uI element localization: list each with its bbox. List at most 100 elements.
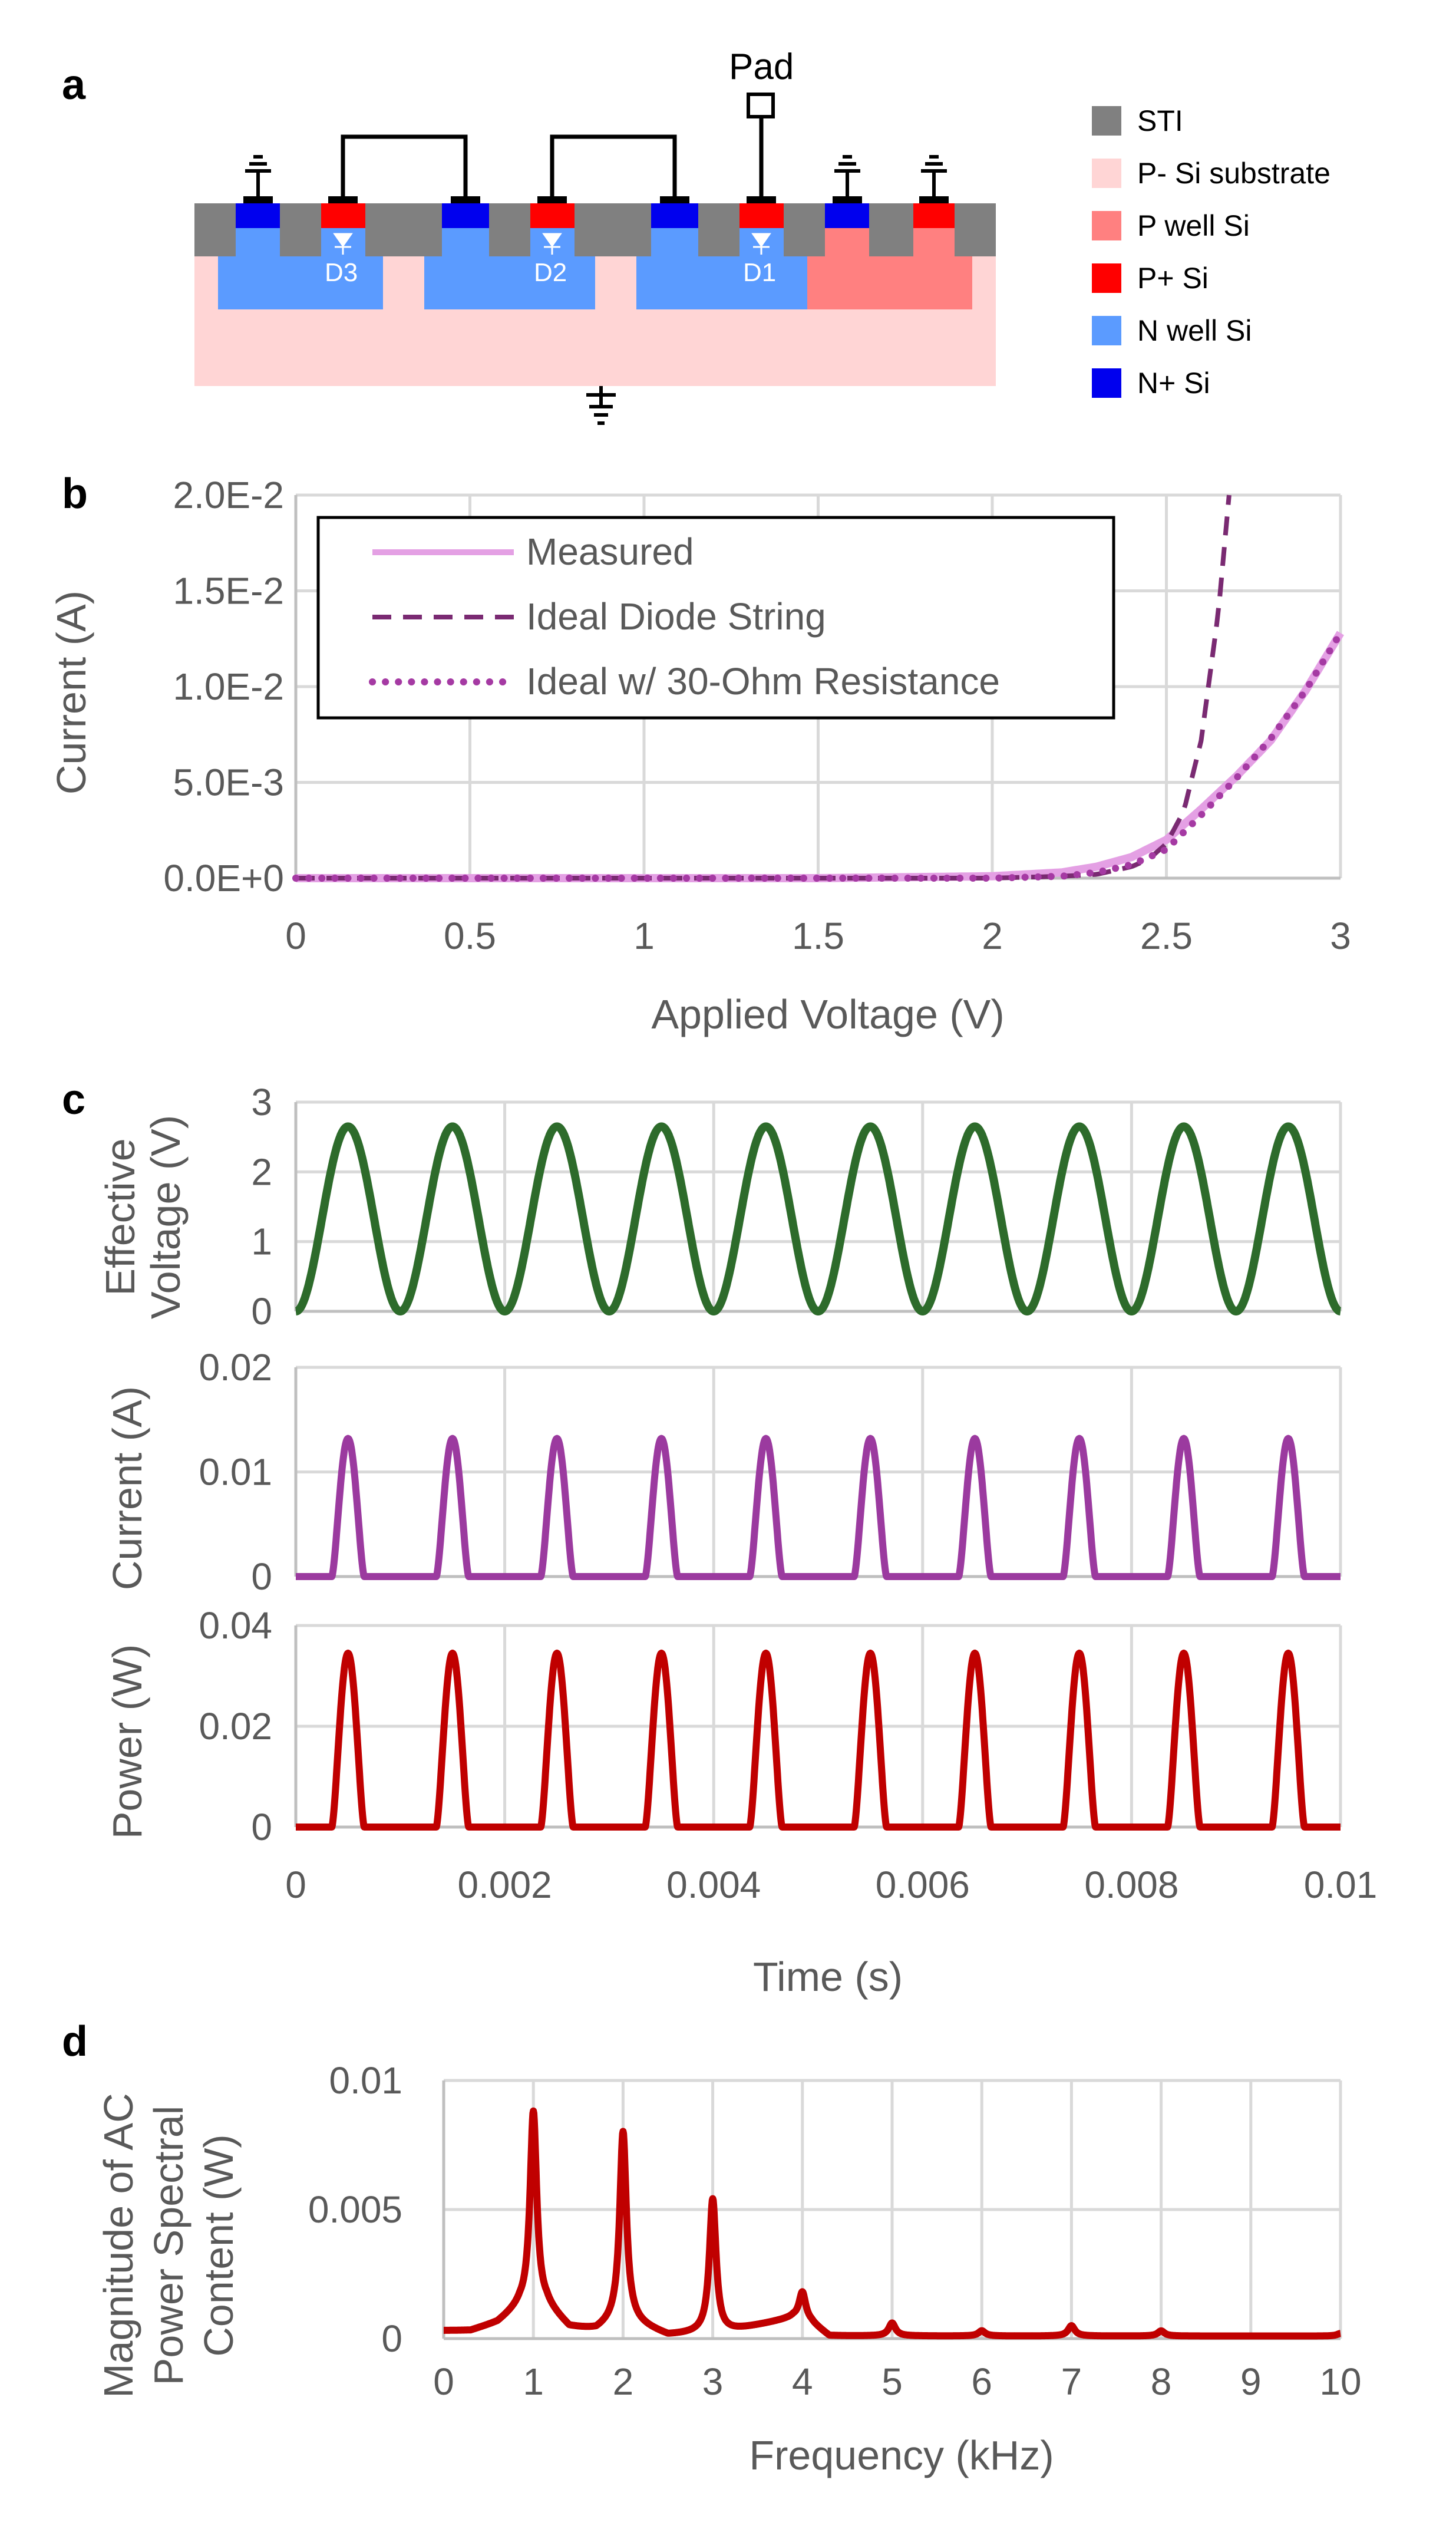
spectrum-chart: 0 1 2 3 4 5 6 7 8 9 10 0 0.005 0.01 Frequency (kHz) M…: [95, 2059, 1362, 2478]
diode-label-d3: D3: [325, 258, 358, 287]
c-series-power: [292, 1650, 1344, 1831]
legend-label-n-well: N well Si: [1137, 314, 1252, 347]
b-y-tick-label: 5.0E-3: [173, 761, 284, 804]
legend-label-measured: Measured: [526, 530, 694, 573]
b-x-tick-label: 1: [633, 915, 655, 957]
d-y-axis-label-line3: Content (W): [196, 2134, 242, 2356]
b-series-resistance: [292, 629, 1344, 882]
panel-label-a: a: [62, 61, 86, 108]
c-y-tick-label: 0: [251, 1806, 272, 1848]
diode-label-d2: D2: [534, 258, 567, 287]
legend-swatch-sti: [1092, 106, 1121, 136]
legend-label-p-well: P well Si: [1137, 209, 1250, 242]
diode-label-d1: D1: [743, 258, 776, 287]
c-x-tick-label: 0: [285, 1864, 306, 1906]
c-y-tick-label: 1: [251, 1221, 272, 1263]
d-y-axis-label-line1: Magnitude of AC: [95, 2093, 141, 2398]
p-plus-substrate-tie: [913, 203, 955, 228]
time-domain-charts: 0 1 2 3 0 0.01 0.02 0 0.02 0.04 0 0.002 0.004 0.006 0.…: [97, 1081, 1377, 2000]
d-y-tick-label: 0: [381, 2317, 402, 2360]
b-x-tick-label: 0.5: [444, 915, 496, 957]
legend-label-p-plus: P+ Si: [1137, 262, 1209, 295]
c1-y-axis-label-line2: Voltage (V): [143, 1115, 189, 1319]
b-x-tick-label: 2: [982, 915, 1003, 957]
d-x-tick-label: 10: [1319, 2360, 1361, 2403]
c-y-tick-label: 2: [251, 1150, 272, 1193]
d-x-tick-label: 8: [1151, 2360, 1172, 2403]
b-x-tick-label: 0: [285, 915, 306, 957]
legend-label-p-substrate: P- Si substrate: [1137, 157, 1330, 190]
d-x-tick-label: 9: [1240, 2360, 1262, 2403]
b-x-tick-label: 3: [1330, 915, 1351, 957]
d-x-tick-label: 0: [433, 2360, 454, 2403]
d-x-tick-label: 4: [792, 2360, 813, 2403]
d-y-tick-label: 0.005: [308, 2188, 402, 2231]
c-y-tick-label: 0: [251, 1555, 272, 1598]
b-legend: Measured Ideal Diode String Ideal w/ 30-…: [316, 516, 1115, 720]
legend-swatch-p-substrate: [1092, 159, 1121, 188]
c-x-tick-label: 0.004: [666, 1864, 761, 1906]
b-y-tick-label: 1.0E-2: [173, 665, 284, 708]
legend-label-n-plus: N+ Si: [1137, 367, 1210, 400]
metal-link-d2-d1: [550, 134, 677, 196]
device-cross-section: Pad D3 D2 D1 STI P- Si substrate P well …: [194, 47, 1330, 425]
b-y-axis-label: Current (A): [48, 591, 94, 794]
b-x-tick-label: 2.5: [1140, 915, 1193, 957]
n-plus-cathode-d2: [651, 203, 698, 228]
c2-y-axis-label: Current (A): [104, 1386, 150, 1590]
c-y-tick-label: 3: [251, 1081, 272, 1123]
p-plus-anode-d2: [530, 203, 575, 228]
d-y-axis-label-line2: Power Spectral: [146, 2106, 192, 2386]
c-y-tick-label: 0.01: [199, 1451, 272, 1493]
panel-label-b: b: [62, 470, 88, 517]
iv-chart: 0 0.5 1 1.5 2 2.5 3 0.0E+0 5.0E-3 1.0E-2 1.5E-2 2.0…: [48, 474, 1351, 1037]
c-x-tick-label: 0.008: [1084, 1864, 1178, 1906]
legend-label-sti: STI: [1137, 104, 1183, 137]
c-series-current: [292, 1435, 1344, 1580]
d-series-spectrum: [440, 2107, 1344, 2340]
c-y-tick-label: 0.04: [199, 1604, 272, 1647]
b-y-tick-label: 0.0E+0: [163, 857, 284, 899]
legend-swatch-n-well: [1092, 316, 1121, 345]
ground-icon: [245, 155, 947, 425]
b-y-tick-label: 1.5E-2: [173, 570, 284, 612]
d-x-tick-label: 6: [971, 2360, 992, 2403]
c-y-tick-label: 0: [251, 1290, 272, 1333]
c3-y-axis-label: Power (W): [104, 1644, 150, 1839]
b-x-tick-label: 1.5: [792, 915, 844, 957]
c-x-axis-label: Time (s): [753, 1954, 903, 2000]
b-y-tick-label: 2.0E-2: [173, 474, 284, 516]
n-plus-cathode-d3: [442, 203, 489, 228]
d-x-tick-label: 3: [702, 2360, 724, 2403]
d-x-tick-label: 7: [1061, 2360, 1082, 2403]
p-plus-anode-d3: [321, 203, 365, 228]
p-plus-anode-d1: [739, 203, 784, 228]
metal-link-d3-d2: [341, 134, 468, 196]
d-x-tick-label: 1: [523, 2360, 544, 2403]
c-y-tick-label: 0.02: [199, 1705, 272, 1747]
legend-swatch-p-plus: [1092, 263, 1121, 293]
material-legend: STI P- Si substrate P well Si P+ Si N we…: [1092, 104, 1330, 400]
d-x-tick-label: 2: [613, 2360, 634, 2403]
pad-label: Pad: [729, 47, 794, 87]
c-series-voltage: [292, 1122, 1345, 1315]
c-x-tick-label: 0.01: [1304, 1864, 1378, 1906]
panel-label-c: c: [62, 1076, 85, 1123]
c-x-tick-label: 0.006: [876, 1864, 970, 1906]
d-y-tick-label: 0.01: [329, 2059, 402, 2102]
pad-terminal: [747, 93, 775, 118]
panel-label-d: d: [62, 2018, 88, 2065]
d-x-axis-label: Frequency (kHz): [749, 2432, 1054, 2478]
n-plus-well-tie: [825, 203, 869, 228]
c1-y-axis-label-line1: Effective: [97, 1138, 143, 1295]
c-y-tick-label: 0.02: [199, 1346, 272, 1389]
legend-label-resistance: Ideal w/ 30-Ohm Resistance: [526, 660, 1000, 703]
legend-swatch-p-well: [1092, 211, 1121, 240]
legend-swatch-n-plus: [1092, 368, 1121, 398]
b-x-axis-label: Applied Voltage (V): [651, 991, 1004, 1037]
c-x-tick-label: 0.002: [458, 1864, 552, 1906]
legend-label-ideal: Ideal Diode String: [526, 595, 826, 638]
d-x-tick-label: 5: [881, 2360, 903, 2403]
n-plus-contact: [236, 203, 280, 228]
